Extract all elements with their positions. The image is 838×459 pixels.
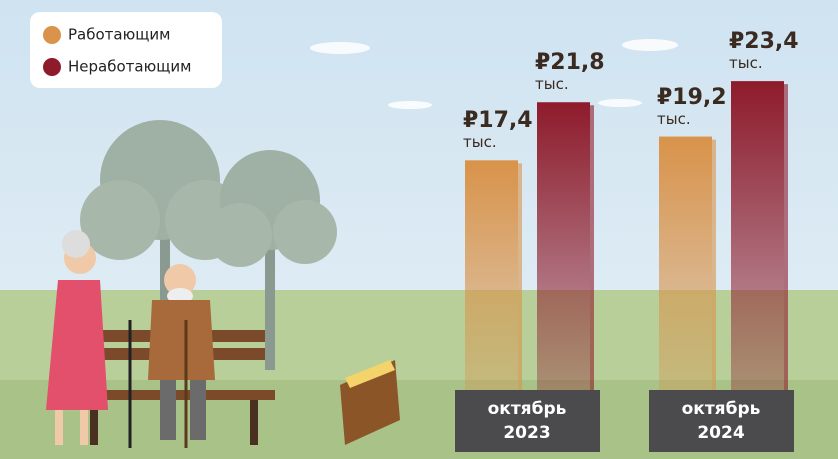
legend-swatch <box>43 58 61 76</box>
value-label: ₽17,4 тыс. <box>463 108 525 151</box>
chart: Работающим Неработающим <box>0 0 838 459</box>
legend-swatch <box>43 26 61 44</box>
bar <box>659 137 712 390</box>
legend-label: Работающим <box>68 26 170 44</box>
bar <box>537 102 590 390</box>
legend-label: Неработающим <box>68 58 191 76</box>
bar-side <box>590 105 594 390</box>
value-label: ₽21,8 тыс. <box>535 50 597 93</box>
x-tick-label: октябрь 2023 <box>482 397 572 445</box>
bar <box>465 160 518 390</box>
bar-side <box>712 140 716 390</box>
value-label: ₽19,2 тыс. <box>657 85 719 128</box>
bar-side <box>518 163 522 390</box>
page: Работающим Неработающим октябрь 2023 ₽17,4… <box>0 0 838 459</box>
x-tick-label: октябрь 2024 <box>676 397 766 445</box>
bar <box>731 81 784 390</box>
value-label: ₽23,4 тыс. <box>729 29 791 72</box>
bar-side <box>784 84 788 390</box>
legend-box <box>30 12 222 88</box>
